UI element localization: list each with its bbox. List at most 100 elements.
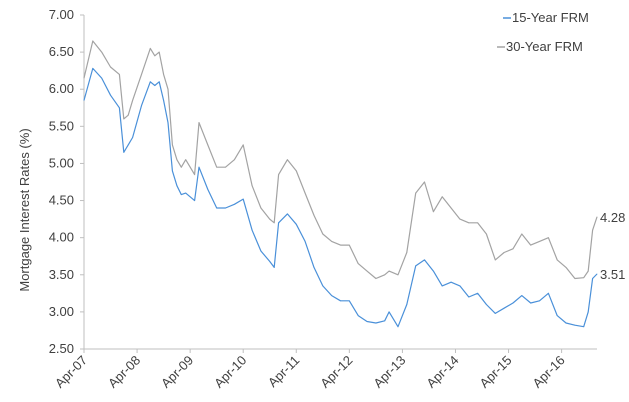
y-tick-label: 5.50 <box>49 118 74 133</box>
data-point <box>340 244 341 246</box>
data-point <box>556 259 558 261</box>
data-point <box>172 144 173 146</box>
data-point <box>304 241 306 242</box>
data-point <box>242 198 244 200</box>
data-point <box>234 203 235 205</box>
data-point <box>163 74 165 75</box>
data-point <box>366 270 368 272</box>
y-tick-label: 3.50 <box>49 267 74 282</box>
data-point <box>468 222 470 224</box>
data-point <box>357 315 359 316</box>
data-point <box>251 185 253 187</box>
data-point <box>313 267 315 268</box>
data-point <box>433 211 434 213</box>
data-point <box>596 216 598 218</box>
data-point <box>521 233 523 235</box>
data-point <box>468 296 470 298</box>
data-point <box>477 222 478 224</box>
data-point <box>132 100 134 101</box>
data-point <box>486 304 487 305</box>
data-point <box>269 218 271 220</box>
data-point <box>331 295 333 296</box>
data-point <box>295 223 297 225</box>
data-point <box>251 229 253 231</box>
data-point <box>415 265 417 267</box>
data-point <box>172 170 173 172</box>
data-point <box>242 144 244 146</box>
data-point <box>101 77 103 79</box>
data-point <box>406 252 408 253</box>
data-point <box>565 267 567 268</box>
data-point <box>123 118 125 120</box>
data-point <box>415 192 417 194</box>
data-point <box>167 88 169 90</box>
legend: 15-Year FRM 30-Year FRM <box>497 10 589 54</box>
data-point <box>322 285 324 287</box>
legend-label: 30-Year FRM <box>506 39 583 54</box>
data-point <box>397 326 399 328</box>
data-point <box>486 233 487 235</box>
data-point <box>149 81 151 83</box>
end-value-label: 3.51 <box>600 267 625 282</box>
data-point <box>154 55 156 57</box>
data-point <box>149 48 151 49</box>
data-point <box>225 166 226 168</box>
x-tick-label: Apr-16 <box>530 353 568 391</box>
data-point <box>273 267 275 268</box>
x-tick-label: Apr-12 <box>317 353 355 391</box>
data-point <box>521 295 523 296</box>
data-point <box>123 151 125 153</box>
data-point <box>424 259 425 261</box>
y-axis-label: Mortgage Interest Rates (%) <box>17 128 32 291</box>
legend-label: 15-Year FRM <box>512 10 589 25</box>
x-tick-label: Apr-15 <box>476 353 514 391</box>
data-point <box>556 315 558 316</box>
data-point <box>574 278 576 279</box>
data-point <box>207 189 209 190</box>
data-point <box>127 114 129 116</box>
data-point <box>539 300 540 302</box>
data-point <box>83 77 85 79</box>
data-point <box>287 159 288 161</box>
data-point <box>406 304 408 305</box>
x-tick-label: Apr-14 <box>423 353 461 391</box>
x-axis: Apr-07 Apr-08 Apr-09 Apr-10 Apr-11 Apr-12 Apr-… <box>52 348 597 391</box>
data-point <box>587 311 589 313</box>
data-point <box>348 244 350 246</box>
y-tick-label: 5.00 <box>49 155 74 170</box>
data-point <box>441 285 443 287</box>
data-point <box>273 222 275 224</box>
data-point <box>331 241 333 242</box>
data-point <box>176 159 178 161</box>
data-point <box>548 292 549 294</box>
data-point <box>92 68 94 69</box>
data-point <box>424 181 425 183</box>
data-point <box>459 285 461 287</box>
data-point <box>207 144 209 146</box>
data-point <box>348 300 350 302</box>
series-line-15-year-frm <box>83 67 598 328</box>
y-tick-label: 6.00 <box>49 81 74 96</box>
data-point <box>494 259 496 261</box>
series-lines: 4.28 3.51 <box>83 40 625 328</box>
data-point <box>375 278 377 279</box>
data-point <box>433 270 434 272</box>
data-point <box>459 218 461 220</box>
data-point <box>180 194 182 196</box>
data-point <box>185 159 187 161</box>
data-point <box>304 192 306 194</box>
data-point <box>539 241 540 242</box>
data-point <box>176 185 178 187</box>
data-point <box>194 174 196 176</box>
data-point <box>234 159 235 161</box>
data-point <box>313 215 315 216</box>
y-tick-label: 4.50 <box>49 193 74 208</box>
data-point <box>503 252 505 253</box>
data-point <box>450 281 452 283</box>
data-point <box>530 302 532 304</box>
data-point <box>583 326 585 328</box>
data-point <box>225 207 226 209</box>
data-point <box>141 74 142 75</box>
data-point <box>583 277 585 279</box>
data-point <box>119 107 120 109</box>
